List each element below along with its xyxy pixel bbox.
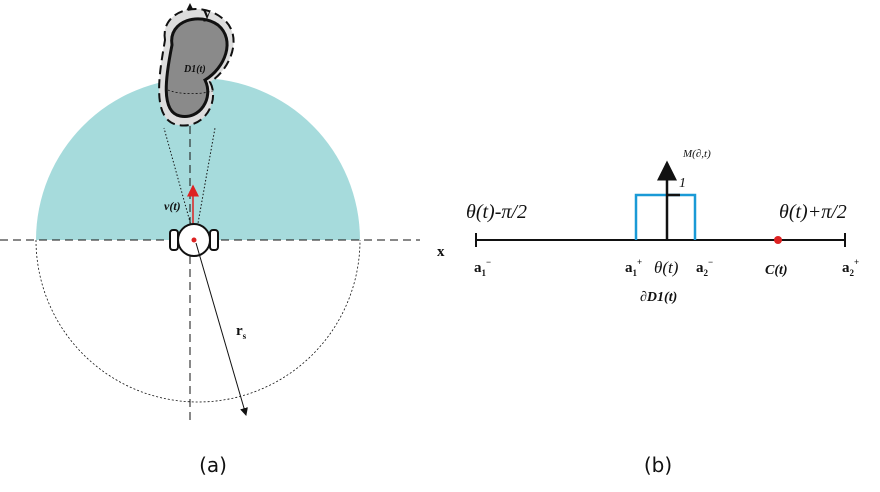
y-label: y <box>203 5 211 22</box>
a2-minus-sup: − <box>708 257 713 267</box>
a1-plus-sup: + <box>637 257 642 267</box>
a1-minus-sub: 1 <box>482 268 487 278</box>
velocity-label: v(t) <box>164 199 181 213</box>
a2-plus-sub: 2 <box>850 268 855 278</box>
robot-center <box>192 238 197 243</box>
radius-label: rs <box>236 323 247 341</box>
membership-box <box>636 195 695 240</box>
left-end-label: θ(t)-π/2 <box>466 201 527 223</box>
panel-b: x θ(t)-π/2 θ(t)+π/2 M(∂,t) 1 a1− a1+ θ(t… <box>437 148 859 477</box>
boundary-label: ∂D1(t) <box>640 290 677 305</box>
caption-b: (b) <box>644 453 672 477</box>
a1-plus-sub: 1 <box>633 268 638 278</box>
a2-minus-sub: 2 <box>704 268 709 278</box>
x-label: x <box>437 244 445 260</box>
theta-label: θ(t) <box>654 258 679 277</box>
a2-plus-sup: + <box>854 257 859 267</box>
a2-minus-label: a2− <box>696 257 713 278</box>
wheel-right <box>210 230 218 250</box>
radius-sub: s <box>243 331 247 341</box>
lower-circle <box>36 240 360 402</box>
c-label: C(t) <box>765 263 788 278</box>
panel-a: y D1(t) v(t) rs (a) <box>0 4 420 477</box>
a1-plus-label: a1+ <box>625 257 642 278</box>
m-level-label: 1 <box>679 176 686 191</box>
wheel-left <box>170 230 178 250</box>
a1-minus-sup: − <box>486 257 491 267</box>
a2-plus-label: a2+ <box>842 257 859 278</box>
m-axis-label: M(∂,t) <box>682 148 711 160</box>
c-point <box>774 236 782 244</box>
right-end-label: θ(t)+π/2 <box>779 201 847 223</box>
a1-minus-label: a1− <box>474 257 491 278</box>
figure: y D1(t) v(t) rs (a) x θ(t)-π/2 θ(t)+π/2 … <box>0 0 880 492</box>
caption-a: (a) <box>199 453 227 477</box>
obstacle-label: D1(t) <box>183 64 206 75</box>
